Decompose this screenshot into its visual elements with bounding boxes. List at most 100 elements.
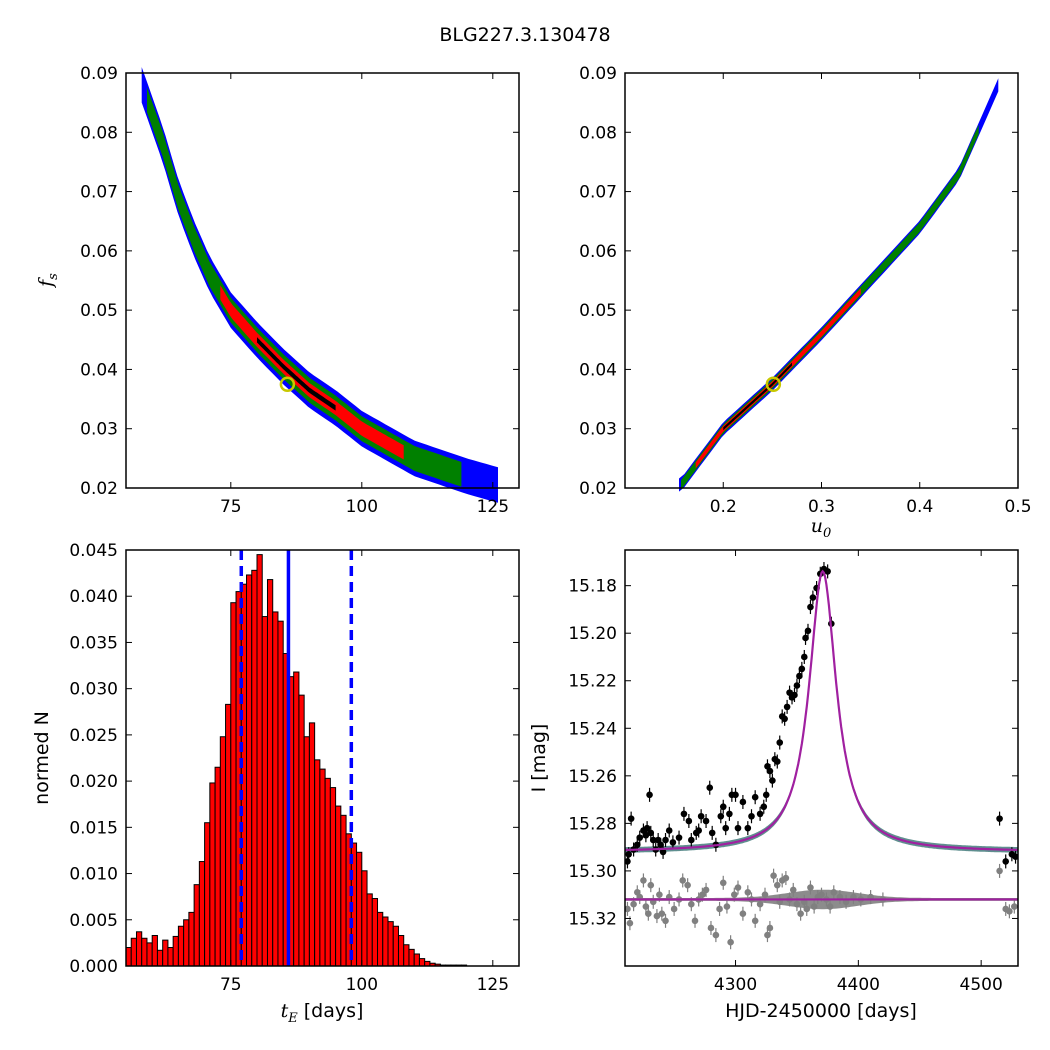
data-point xyxy=(649,836,657,844)
data-point xyxy=(665,827,673,834)
histogram-bar xyxy=(256,554,263,967)
fs-vs-u0-panel: 0.2 0.3 0.4 0.5 0.02 0.03 0.04 0.05 0.06 0.07 0.08… xyxy=(579,64,1031,541)
residual-point xyxy=(707,924,715,932)
data-point xyxy=(796,672,803,680)
confidence-region-blue xyxy=(679,78,999,492)
u0-axis-label: u0 xyxy=(811,515,832,541)
te-histogram-panel: 75 100 125 0.000 0.005 0.010 0.015 0.020 0.025 0.… xyxy=(31,541,520,1026)
fs-u0-y-tick-label: 0.05 xyxy=(579,301,617,321)
te-histogram-axes-frame xyxy=(125,549,520,967)
fs-te-confidence-regions xyxy=(141,67,498,503)
data-point xyxy=(646,791,653,799)
te-histogram-bars xyxy=(125,554,468,967)
data-point xyxy=(766,767,774,775)
data-point xyxy=(706,784,714,792)
data-point xyxy=(760,803,768,811)
fs-te-y-tick-label: 0.09 xyxy=(80,64,118,84)
histogram-bar xyxy=(167,947,174,967)
figure-title: BLG227.3.130478 xyxy=(439,24,610,46)
data-point xyxy=(996,815,1003,822)
fs-u0-x-tick-label: 0.4 xyxy=(906,497,933,517)
histogram-bar xyxy=(314,759,321,967)
fs-u0-y-tick-label: 0.07 xyxy=(579,183,617,203)
histogram-bar xyxy=(141,937,148,967)
lightcurve-data xyxy=(625,562,1018,950)
residual-point xyxy=(723,903,731,910)
data-point xyxy=(717,812,725,820)
data-point xyxy=(675,834,683,841)
data-point xyxy=(802,634,809,642)
histogram-bar xyxy=(345,833,352,967)
data-point xyxy=(776,739,784,746)
data-point xyxy=(756,810,764,818)
histogram-y-axis-label: normed N xyxy=(31,711,53,805)
residual-point xyxy=(731,891,738,898)
data-point xyxy=(625,850,632,858)
histogram-bar xyxy=(366,893,373,967)
fs-te-axes-frame xyxy=(125,72,520,489)
residual-point xyxy=(810,903,818,910)
data-point xyxy=(659,848,667,856)
te-hist-y-tick-label: 0.035 xyxy=(69,633,118,653)
residual-point xyxy=(744,889,752,896)
histogram-bar xyxy=(387,921,394,967)
magnitude-axis-label: I [mag] xyxy=(528,724,550,793)
histogram-bar xyxy=(251,569,258,967)
te-hist-x-tick-label: 125 xyxy=(477,975,509,995)
data-point xyxy=(1012,853,1018,860)
data-point xyxy=(647,829,655,837)
residual-point xyxy=(1011,903,1018,910)
residual-point xyxy=(656,891,663,898)
fs-te-x-tick-label: 100 xyxy=(346,497,378,517)
histogram-bar xyxy=(214,766,221,967)
fs-u0-x-tick-label: 0.2 xyxy=(710,497,737,517)
data-point xyxy=(798,665,806,673)
fs-u0-axes-frame xyxy=(624,72,1019,489)
data-point xyxy=(702,817,710,825)
histogram-bar xyxy=(361,870,368,967)
fs-te-x-tick-label: 125 xyxy=(477,497,509,517)
te-percentile-lines xyxy=(239,550,354,966)
te-hist-y-tick-label: 0.030 xyxy=(69,680,118,700)
hjd-axis-label: HJD-2450000 [days] xyxy=(725,1000,917,1022)
residual-point xyxy=(653,912,661,920)
confidence-region-red xyxy=(220,285,404,460)
residual-point xyxy=(679,877,687,884)
histogram-bar xyxy=(183,919,190,967)
residual-point xyxy=(773,881,781,889)
data-point xyxy=(734,824,742,832)
te-axis-label: tE [days] xyxy=(281,1000,364,1026)
residual-point xyxy=(702,886,710,894)
histogram-bar xyxy=(130,937,137,967)
histogram-bar xyxy=(193,884,200,967)
data-point xyxy=(762,791,770,799)
data-point xyxy=(804,627,812,635)
data-point xyxy=(824,568,831,575)
histogram-bar xyxy=(151,934,158,967)
data-point xyxy=(1002,858,1010,865)
residual-point xyxy=(797,910,804,918)
fs-u0-y-tick-label: 0.02 xyxy=(579,479,617,499)
lightcurve-y-tick-label: 15.26 xyxy=(568,767,617,787)
residual-point xyxy=(640,877,647,884)
residual-point xyxy=(626,919,634,927)
histogram-bar xyxy=(397,934,405,967)
best-fit-marker xyxy=(765,376,782,392)
data-point xyxy=(719,803,727,811)
residual-point xyxy=(818,891,825,898)
fs-axis-label-sub: s xyxy=(46,273,61,280)
lightcurve-x-tick-label: 4500 xyxy=(960,975,1003,995)
fs-axis-label: fs xyxy=(35,273,61,289)
confidence-region-green xyxy=(681,124,979,490)
histogram-bar xyxy=(156,949,164,967)
confidence-region-green xyxy=(147,87,462,487)
residual-point xyxy=(739,910,747,918)
fs-vs-te-panel: 75 100 125 0.02 0.03 0.04 0.05 0.06 0.07 0.08 0.09… xyxy=(35,64,520,517)
histogram-bar xyxy=(392,925,399,967)
fs-te-y-tick-label: 0.02 xyxy=(80,479,118,499)
lightcurve-y-tick-label: 15.32 xyxy=(568,909,617,929)
histogram-bar xyxy=(277,620,284,967)
data-point xyxy=(669,839,677,846)
fs-te-y-tick-label: 0.06 xyxy=(80,242,118,262)
